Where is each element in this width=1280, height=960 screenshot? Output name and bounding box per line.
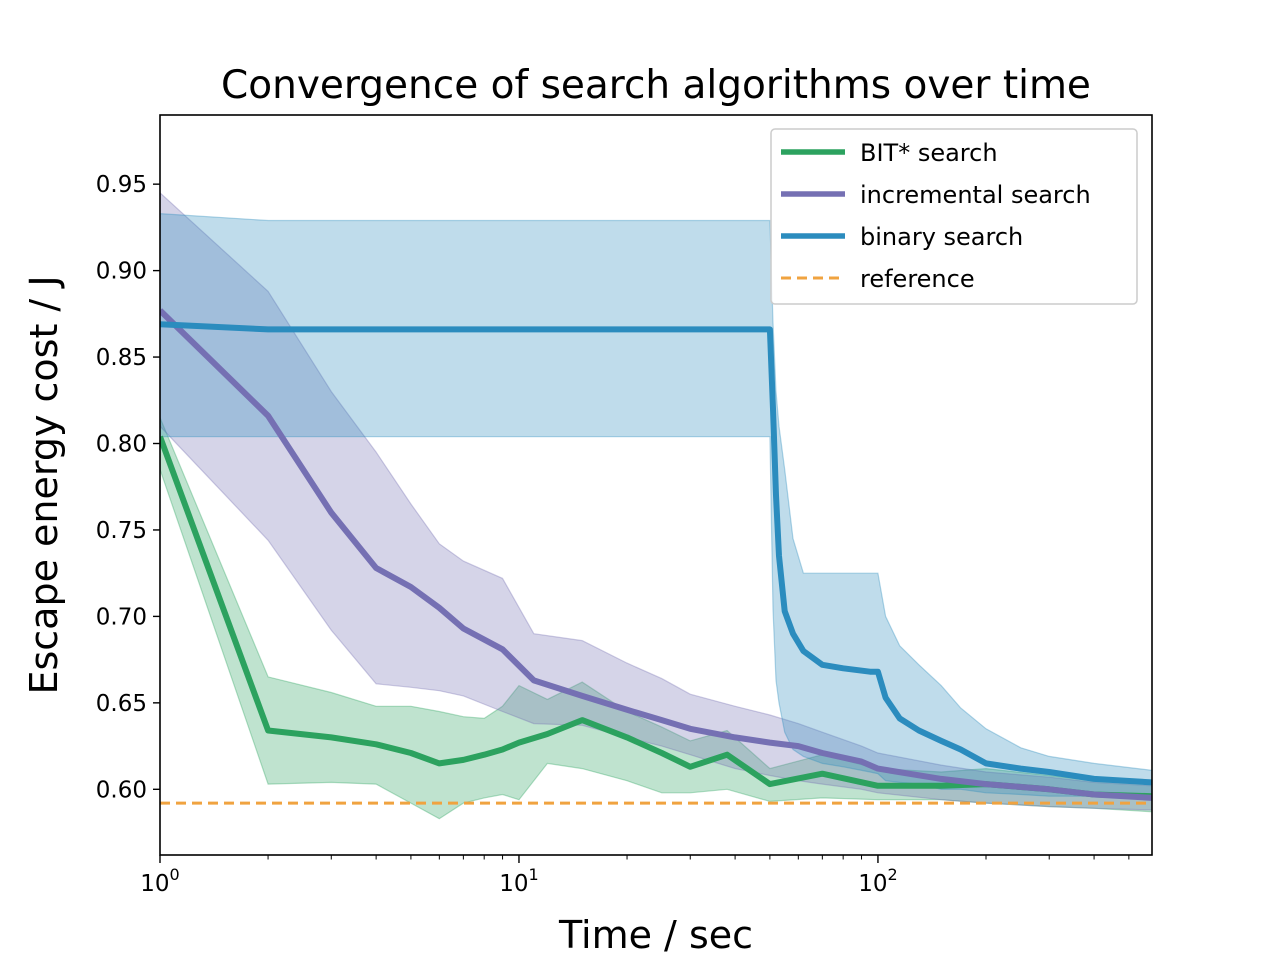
x-tick-label: 101 [499,865,538,897]
series-lines [160,308,1152,805]
legend-label-binary-search: binary search [860,223,1023,251]
plot-frame [159,114,1153,856]
legend: BIT* search incremental search binary se… [770,128,1138,305]
y-axis-label: Escape energy cost / J [22,275,66,694]
band-bit-search [160,417,1152,820]
legend-label-bit-search: BIT* search [860,139,998,167]
confidence-bands [160,191,1152,820]
legend-box [770,128,1138,305]
chart-title: Convergence of search algorithms over ti… [221,63,1091,108]
band-incremental-search [160,191,1152,811]
y-tick-label: 0.95 [96,172,147,198]
line-bit-search [160,435,1152,800]
line-incremental-search [160,308,1152,801]
y-tick-label: 0.75 [96,518,147,544]
y-tick-label: 0.80 [96,432,147,458]
band-binary-search [160,212,1152,799]
x-tick-label: 102 [858,865,897,897]
y-axis: 0.60 0.65 0.70 0.75 0.80 0.85 0.90 0.95 [96,172,160,803]
x-tick-label: 100 [140,865,179,897]
y-tick-label: 0.70 [96,604,147,630]
y-tick-label: 0.65 [96,691,147,717]
y-tick-label: 0.85 [96,345,147,371]
x-axis-label: Time / sec [558,913,753,957]
legend-label-incremental-search: incremental search [860,181,1091,209]
x-axis: 100 101 102 [140,855,1130,897]
y-tick-label: 0.60 [96,777,147,803]
line-binary-search [160,321,1152,786]
y-tick-label: 0.90 [96,259,147,285]
legend-label-reference: reference [860,265,975,293]
